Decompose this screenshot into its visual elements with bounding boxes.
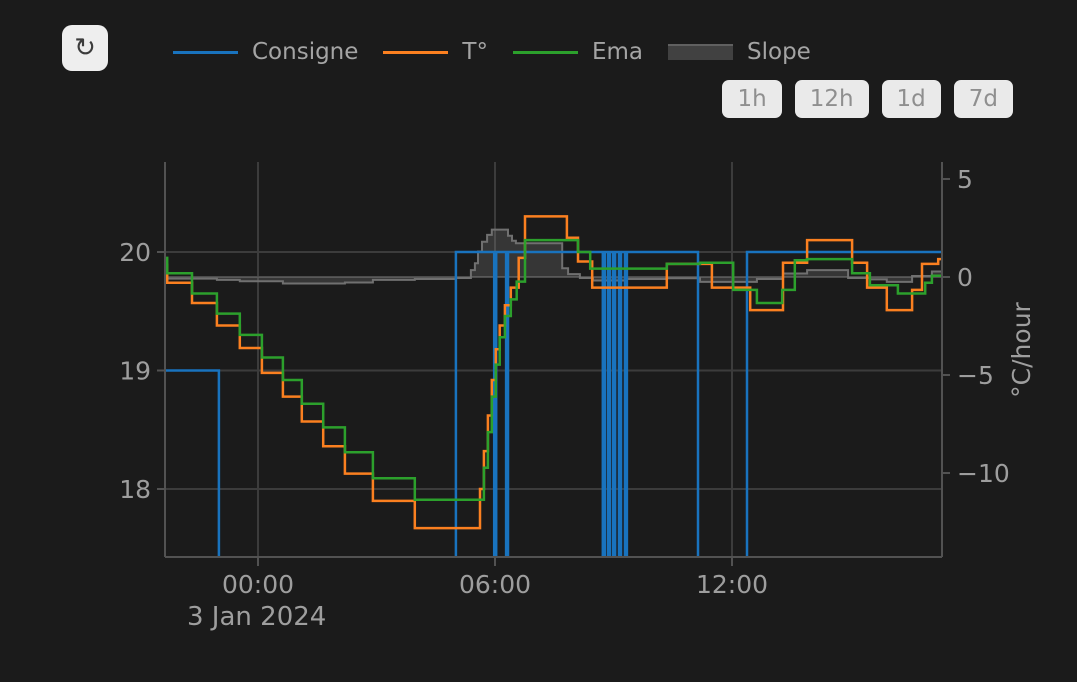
y-right-tick-label: 0 bbox=[957, 263, 973, 292]
legend-label: Ema bbox=[591, 39, 644, 65]
legend-area-swatch bbox=[668, 44, 734, 60]
x-tick-label: 12:00 bbox=[696, 570, 768, 599]
legend-item-slope[interactable]: Slope bbox=[668, 39, 811, 65]
range-button-12h[interactable]: 12h bbox=[794, 80, 869, 118]
legend-label: Consigne bbox=[252, 39, 359, 65]
range-button-1d[interactable]: 1d bbox=[881, 80, 941, 118]
refresh-button[interactable]: ↻ bbox=[62, 25, 108, 71]
series-slope-fill bbox=[165, 229, 942, 284]
plot-area bbox=[165, 215, 942, 557]
y-right-tick-label: 5 bbox=[957, 165, 973, 194]
legend-line-swatch bbox=[383, 50, 449, 54]
legend-item-consigne[interactable]: Consigne bbox=[173, 39, 358, 65]
legend-item-t[interactable]: T° bbox=[383, 39, 488, 65]
refresh-icon: ↻ bbox=[74, 33, 96, 63]
range-button-7d[interactable]: 7d bbox=[953, 80, 1013, 118]
y-right-tick-label: −5 bbox=[957, 361, 994, 390]
y-left-tick-label: 19 bbox=[119, 357, 151, 386]
x-tick-label: 06:00 bbox=[459, 570, 531, 599]
range-buttons-group: 1h 12h 1d 7d bbox=[722, 80, 1013, 118]
series-slope-line bbox=[165, 228, 942, 285]
range-button-1h[interactable]: 1h bbox=[722, 80, 782, 118]
y-right-axis-title: °C/hour bbox=[1007, 301, 1036, 397]
x-axis-date-label: 3 Jan 2024 bbox=[187, 602, 326, 632]
legend-label: Slope bbox=[747, 39, 811, 65]
legend-line-swatch bbox=[512, 50, 578, 54]
legend-item-ema[interactable]: Ema bbox=[512, 39, 644, 65]
legend: Consigne T° Ema Slope bbox=[173, 39, 811, 65]
y-left-tick-label: 18 bbox=[119, 475, 151, 504]
y-left-tick-label: 20 bbox=[119, 238, 151, 267]
legend-line-swatch bbox=[173, 50, 238, 54]
series-ema-line bbox=[165, 238, 942, 501]
x-tick-label: 00:00 bbox=[222, 570, 294, 599]
y-right-tick-label: −10 bbox=[957, 459, 1010, 488]
legend-label: T° bbox=[462, 39, 488, 65]
